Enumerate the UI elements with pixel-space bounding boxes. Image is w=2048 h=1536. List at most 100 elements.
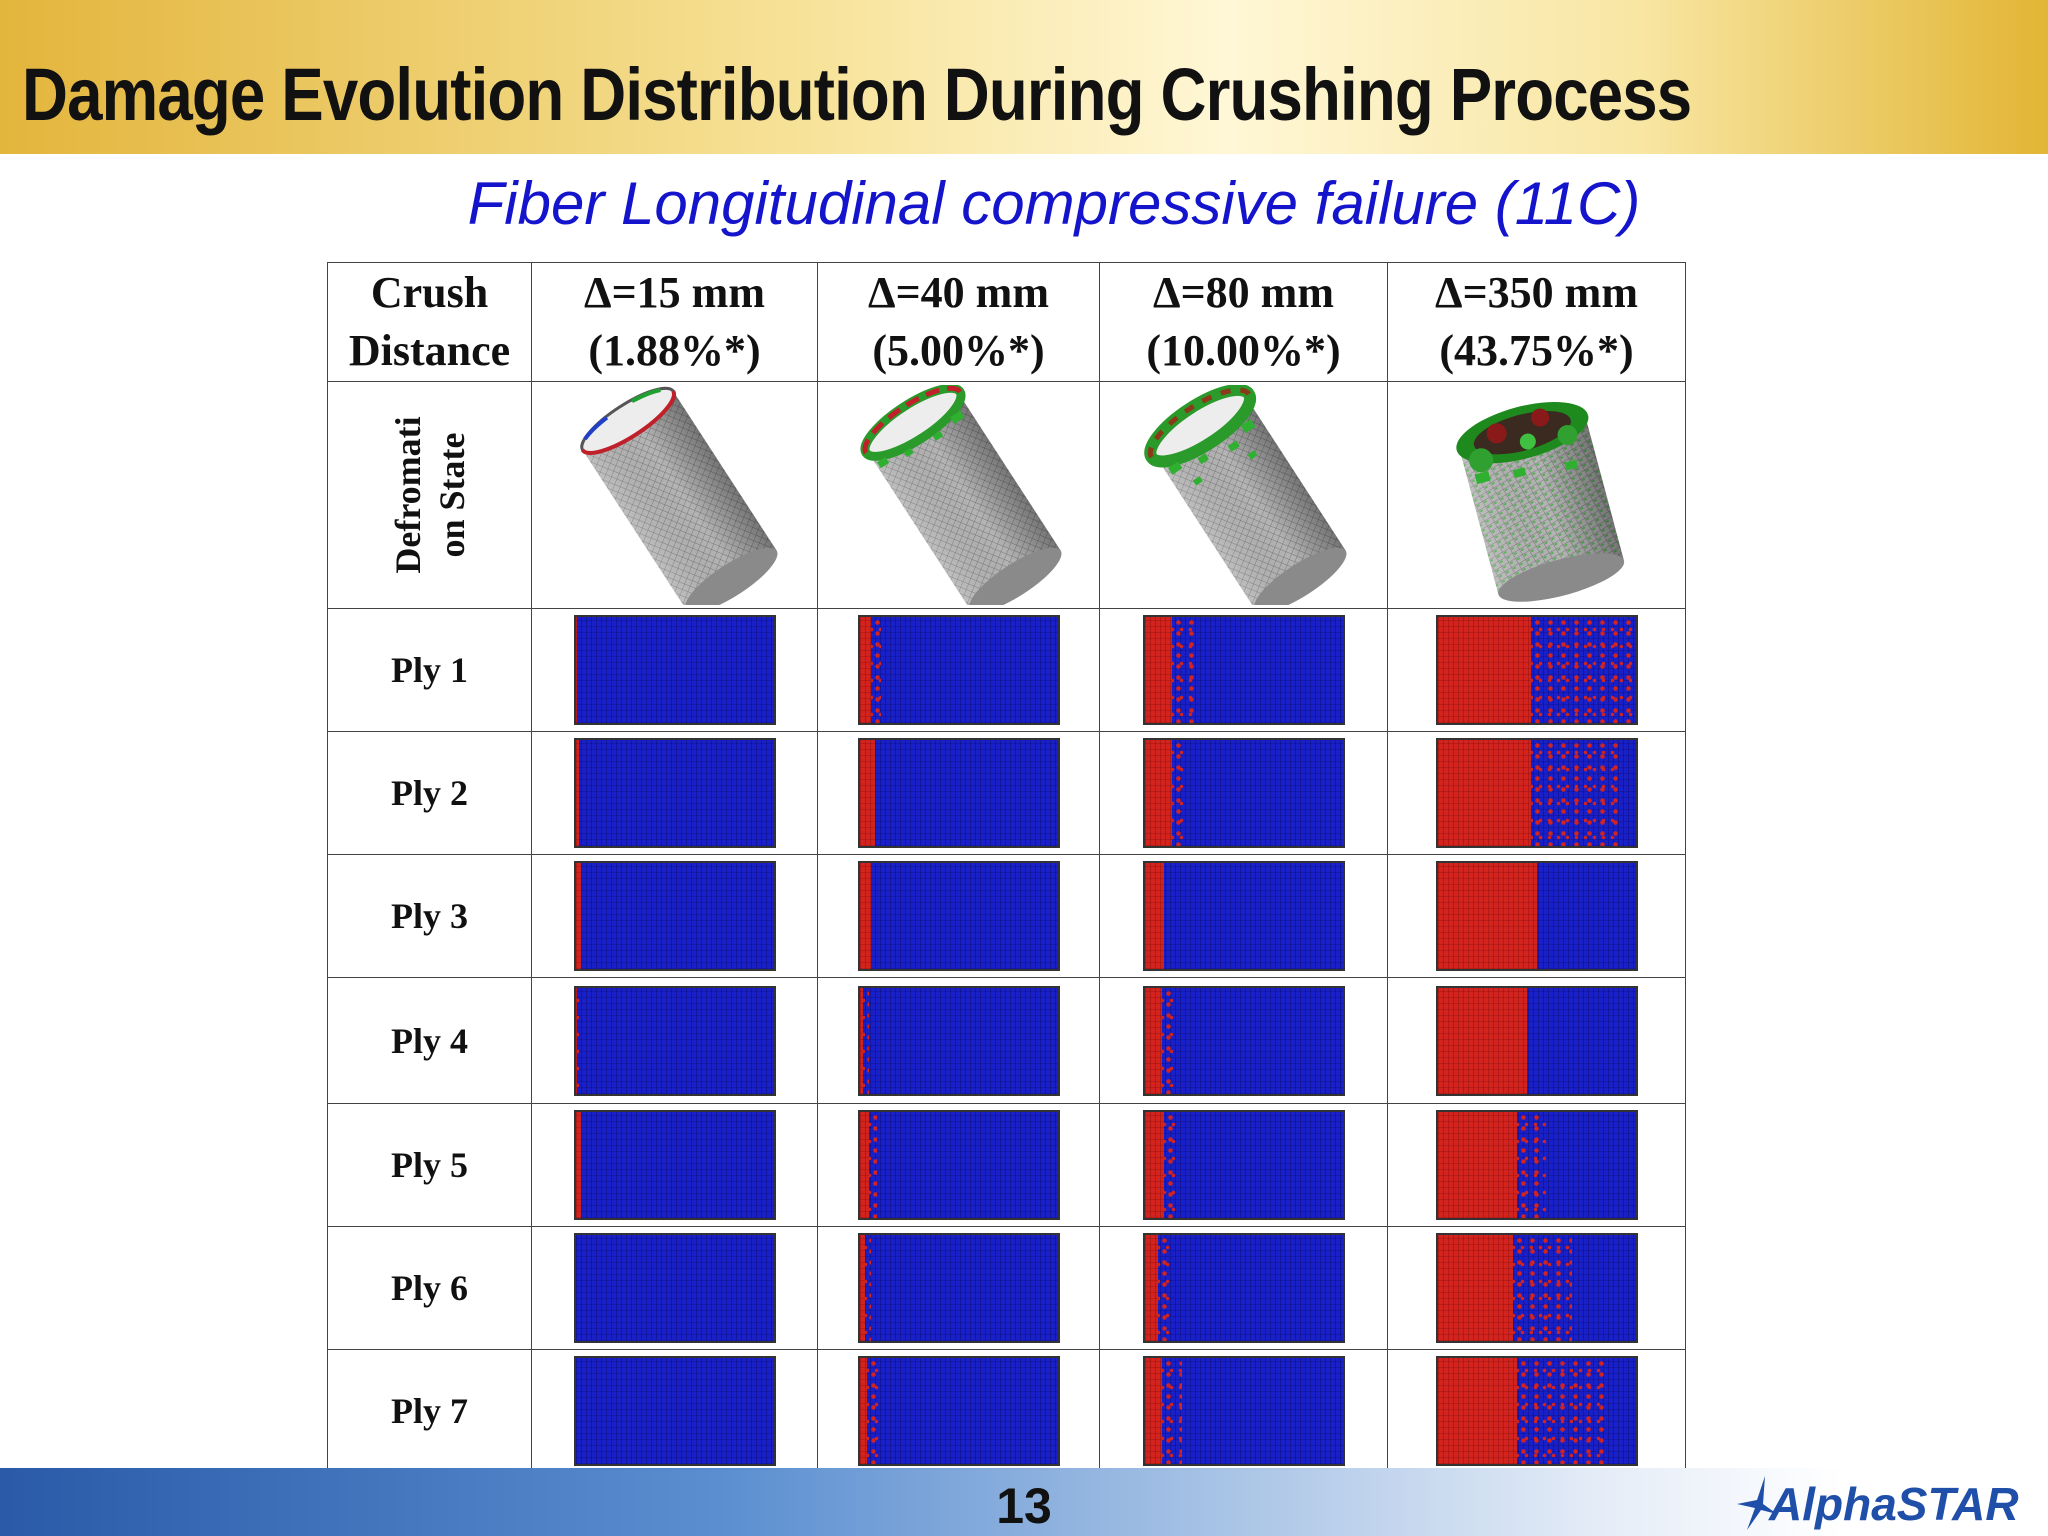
ply-row-6: Ply 6 (327, 1226, 1686, 1350)
column-header-line-2: (43.75%*) (1439, 326, 1634, 375)
column-header-line-2: (1.88%*) (588, 326, 761, 375)
column-header-line-2: (10.00%*) (1146, 326, 1341, 375)
damage-cell (531, 1103, 818, 1227)
damage-map (573, 738, 776, 848)
column-header-4: Δ=350 mm (43.75%*) (1387, 262, 1686, 382)
damage-cell (1387, 731, 1686, 855)
damage-cell (1099, 731, 1388, 855)
ply-label: Ply 1 (391, 650, 468, 690)
damage-cell (1099, 608, 1388, 732)
damage-map (573, 861, 776, 971)
ply-label-cell: Ply 4 (327, 977, 532, 1104)
page-number: 13 (996, 1478, 1052, 1534)
damaged-region (859, 987, 864, 1094)
header-row: Crush Distance Δ=15 mm (1.88%*) Δ=40 mm (5… (327, 262, 1686, 382)
damaged-region (1144, 1235, 1159, 1341)
deformation-cell-1 (531, 381, 818, 609)
corner-line-2: Distance (348, 326, 511, 375)
damage-cell (1099, 1226, 1388, 1350)
ply-row-3: Ply 3 (327, 854, 1686, 978)
deformation-label-line-1: Defromati (387, 416, 428, 574)
damage-cell (817, 608, 1100, 732)
damage-cell (531, 731, 818, 855)
damage-map (1142, 1110, 1345, 1220)
damaged-region (1437, 617, 1531, 723)
scattered-damage (1516, 1112, 1547, 1218)
column-header-line-1: Δ=80 mm (1153, 268, 1334, 317)
scattered-damage (865, 1235, 872, 1341)
ply-row-1: Ply 1 (327, 608, 1686, 732)
scattered-damage (1530, 617, 1636, 723)
damage-map (573, 615, 776, 725)
damage-table: Crush Distance Δ=15 mm (1.88%*) Δ=40 mm (5… (327, 262, 1686, 1473)
damaged-region (1144, 1358, 1163, 1464)
ply-row-2: Ply 2 (327, 731, 1686, 855)
corner-line-1: Crush (370, 268, 489, 317)
damage-cell (531, 854, 818, 978)
deformation-cell-2 (817, 381, 1100, 609)
scattered-damage (1162, 987, 1175, 1094)
ply-label-cell: Ply 7 (327, 1349, 532, 1473)
ply-label-cell: Ply 3 (327, 854, 532, 978)
damaged-region (575, 987, 578, 1094)
ply-row-4: Ply 4 (327, 977, 1686, 1104)
damage-cell (817, 1103, 1100, 1227)
damage-cell (531, 1226, 818, 1350)
damage-map (857, 1233, 1060, 1343)
damage-cell (817, 977, 1100, 1104)
damage-cell (1387, 977, 1686, 1104)
ply-label: Ply 4 (391, 1020, 468, 1061)
damage-map (1142, 1233, 1345, 1343)
column-header-1: Δ=15 mm (1.88%*) (531, 262, 818, 382)
ply-row-5: Ply 5 (327, 1103, 1686, 1227)
damage-cell (1387, 1349, 1686, 1473)
ply-label: Ply 3 (391, 896, 468, 936)
scattered-damage (869, 1112, 878, 1218)
scattered-damage (1516, 1358, 1606, 1464)
scattered-damage (1172, 617, 1196, 723)
ply-row-7: Ply 7 (327, 1349, 1686, 1473)
cylinder-image (1143, 385, 1347, 605)
column-header-line-2: (5.00%*) (872, 326, 1045, 375)
damaged-region (859, 740, 876, 846)
scattered-damage (1164, 1112, 1177, 1218)
damage-map (1435, 738, 1638, 848)
damage-map (857, 985, 1060, 1096)
scattered-damage (867, 1358, 884, 1464)
slide-subtitle: Fiber Longitudinal compressive failure (… (0, 166, 2048, 242)
scattered-damage (1530, 740, 1620, 846)
damaged-region (1437, 1358, 1517, 1464)
footer-band (0, 1468, 2048, 1536)
damaged-region (575, 740, 580, 846)
deformation-label-line-2: on State (431, 432, 472, 558)
damaged-region (1144, 617, 1173, 723)
damaged-region (1144, 740, 1173, 846)
damage-cell (817, 731, 1100, 855)
logo-text: AlphaSTAR (1769, 1478, 2019, 1530)
cylinder-image (579, 386, 778, 605)
subtitle-text: Fiber Longitudinal compressive failure (… (467, 170, 1641, 237)
ply-label-cell: Ply 2 (327, 731, 532, 855)
damaged-region (1437, 987, 1527, 1094)
damage-cell (531, 608, 818, 732)
damage-map (857, 615, 1060, 725)
ply-label: Ply 6 (391, 1268, 468, 1308)
scattered-damage (577, 987, 582, 1094)
damage-map (1435, 1110, 1638, 1220)
damage-map (1435, 1233, 1638, 1343)
damage-map (573, 1110, 776, 1220)
damage-map (1142, 615, 1345, 725)
corner-cell: Crush Distance (327, 262, 532, 382)
damaged-region (1437, 863, 1537, 969)
deformation-label-cell: Defromati on State (327, 381, 532, 609)
damaged-region (1437, 740, 1531, 846)
deformation-cell-4 (1387, 381, 1686, 609)
damage-cell (817, 1349, 1100, 1473)
damage-map (1435, 861, 1638, 971)
damage-map (857, 1110, 1060, 1220)
damage-cell (1099, 1103, 1388, 1227)
damage-map (1435, 1356, 1638, 1466)
damaged-region (859, 1358, 868, 1464)
column-header-line-1: Δ=350 mm (1435, 268, 1638, 317)
damage-map (857, 1356, 1060, 1466)
